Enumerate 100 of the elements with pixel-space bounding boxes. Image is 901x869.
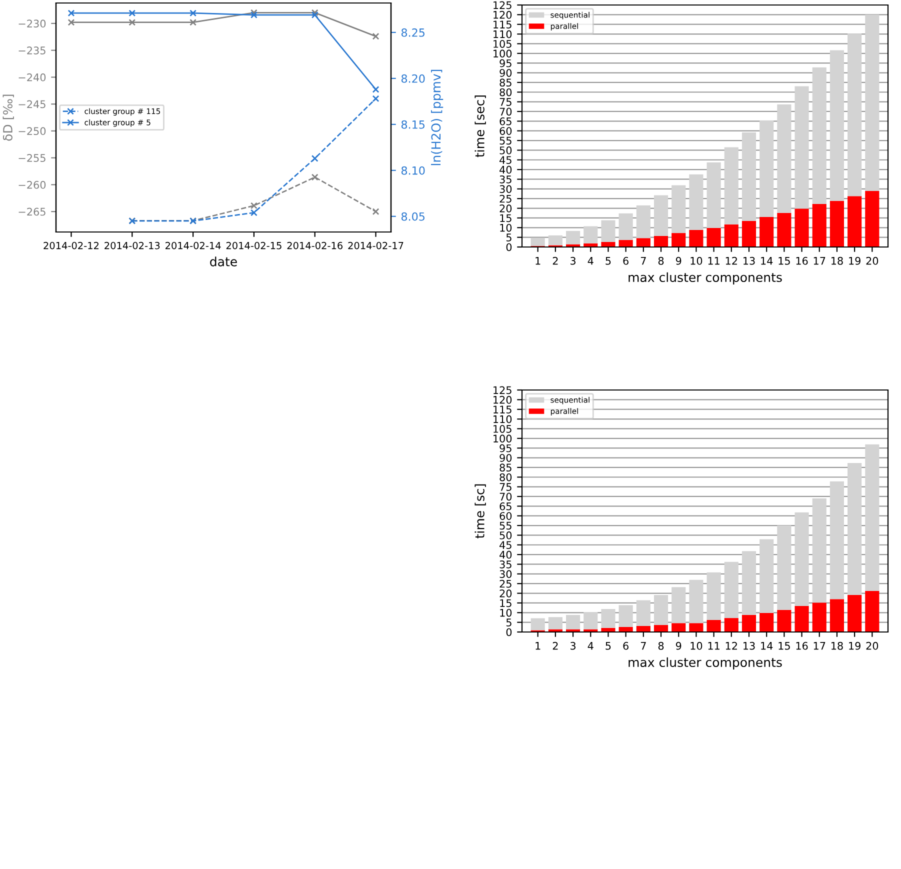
y-axis-title: time [sc] xyxy=(474,484,486,538)
x-tick-label: 3 xyxy=(570,642,576,650)
y-tick-label: 40 xyxy=(500,550,512,559)
y-tick-label: 70 xyxy=(500,108,512,116)
y-tick-label: 25 xyxy=(500,194,512,203)
x-tick-label: 4 xyxy=(588,257,594,265)
y-tick-label: 30 xyxy=(500,185,512,194)
x-tick-label: 11 xyxy=(708,642,720,650)
y-tick-label: 115 xyxy=(494,20,512,28)
y-tick-label: 95 xyxy=(500,444,512,452)
y-tick-label: 15 xyxy=(500,214,512,222)
y2-tick-label: 8.15 xyxy=(401,120,424,129)
y-tick-label: 10 xyxy=(500,224,512,232)
x-tick-label: 3 xyxy=(570,256,576,265)
y-tick-label: 35 xyxy=(500,560,512,568)
y-tick-label: 120 xyxy=(494,10,512,19)
x-tick-label: 1 xyxy=(536,257,540,265)
x-tick-label: 19 xyxy=(849,256,860,265)
x-tick-label: 2 xyxy=(552,256,558,265)
y-tick-label: 20 xyxy=(500,590,512,598)
y-tick-label: 30 xyxy=(500,570,512,578)
x-axis-title: date xyxy=(210,256,237,266)
y-tick-label: 65 xyxy=(500,117,512,126)
y-tick-label: 45 xyxy=(500,156,512,164)
x-tick-label: 2014-02-13 xyxy=(104,242,160,250)
y-tick-label: 65 xyxy=(500,502,512,510)
x-tick-label: 15 xyxy=(778,257,790,265)
x-tick-label: 20 xyxy=(866,256,878,265)
x-tick-label: 6 xyxy=(623,256,628,265)
x-tick-label: 19 xyxy=(849,642,860,650)
y-tick-label: 55 xyxy=(500,136,512,145)
x-axis-title: max cluster components xyxy=(628,272,782,284)
y-tick-label: 35 xyxy=(500,175,512,184)
y-tick-label: 80 xyxy=(500,473,512,482)
y2-tick-label: 8.05 xyxy=(401,212,424,221)
x-tick-label: 1 xyxy=(536,642,540,650)
x-tick-label: 7 xyxy=(640,257,646,265)
y-tick-label: 85 xyxy=(500,78,512,87)
y-tick-label: 95 xyxy=(500,59,512,68)
x-tick-label: 10 xyxy=(690,642,702,650)
y-tick-label: 115 xyxy=(494,406,512,414)
y-tick-label: 0 xyxy=(506,243,512,252)
y-tick-label: 0 xyxy=(506,628,512,636)
x-tick-label: 15 xyxy=(778,642,790,650)
y-tick-label: 125 xyxy=(494,386,512,394)
y-axis-title: δD [‰] xyxy=(2,94,14,141)
y-tick-label: 60 xyxy=(500,127,512,135)
y-tick-label: 55 xyxy=(500,522,512,530)
y-tick-label: 105 xyxy=(494,40,512,48)
y-tick-label: 5 xyxy=(506,234,512,242)
y-tick-label: 10 xyxy=(500,608,512,617)
y-tick-label: 50 xyxy=(500,531,512,540)
x-axis-title: max cluster components xyxy=(628,657,782,670)
x-tick-label: 18 xyxy=(831,256,843,265)
y-tick-label: 125 xyxy=(494,1,512,10)
x-tick-label: 2014-02-12 xyxy=(44,242,99,250)
y-tick-label: 90 xyxy=(500,454,512,462)
x-tick-label: 8 xyxy=(658,256,664,265)
x-tick-label: 12 xyxy=(726,256,737,265)
x-tick-label: 9 xyxy=(676,642,682,650)
x-tick-label: 2014-02-16 xyxy=(287,242,342,250)
y-tick-label: 110 xyxy=(494,415,512,424)
y-tick-label: 75 xyxy=(500,98,512,106)
y-tick-label: 75 xyxy=(500,483,512,491)
x-tick-label: 17 xyxy=(814,642,826,650)
x-tick-label: 20 xyxy=(866,642,878,650)
y2-tick-label: 8.20 xyxy=(401,74,425,83)
x-tick-label: 2 xyxy=(552,642,558,650)
x-tick-label: 16 xyxy=(796,256,808,265)
y-tick-label: 105 xyxy=(494,424,512,433)
y-tick-label: −265 xyxy=(18,208,46,216)
y-tick-label: 50 xyxy=(500,146,512,154)
x-tick-label: 17 xyxy=(814,257,826,265)
y-tick-label: 120 xyxy=(494,396,512,404)
x-tick-label: 2014-02-14 xyxy=(166,242,221,250)
y-tick-label: −255 xyxy=(18,154,46,162)
y-tick-label: −260 xyxy=(18,180,46,189)
y2-axis-title: ln(H2O) [ppmv] xyxy=(431,70,444,166)
x-tick-label: 7 xyxy=(640,642,646,650)
y-tick-label: 100 xyxy=(494,50,512,58)
y-tick-label: 5 xyxy=(506,618,512,626)
x-tick-label: 5 xyxy=(606,257,611,265)
x-tick-label: 14 xyxy=(761,257,773,265)
x-tick-label: 2014-02-17 xyxy=(348,242,404,250)
y-tick-label: −250 xyxy=(18,127,46,136)
y-tick-label: −245 xyxy=(18,100,46,108)
x-tick-label: 6 xyxy=(623,642,628,650)
x-tick-label: 13 xyxy=(744,642,755,650)
y-tick-label: −240 xyxy=(18,73,46,82)
x-tick-label: 13 xyxy=(744,256,755,265)
y-tick-label: −235 xyxy=(18,46,46,54)
x-tick-label: 18 xyxy=(831,642,843,650)
x-tick-label: 8 xyxy=(658,642,664,650)
y-tick-label: 85 xyxy=(500,464,512,472)
x-tick-label: 12 xyxy=(726,642,737,650)
x-tick-label: 4 xyxy=(588,642,594,650)
x-tick-label: 10 xyxy=(690,256,702,265)
y-tick-label: 25 xyxy=(500,580,512,588)
y-tick-label: −230 xyxy=(18,20,46,28)
y-axis-title: time [sec] xyxy=(474,96,486,158)
